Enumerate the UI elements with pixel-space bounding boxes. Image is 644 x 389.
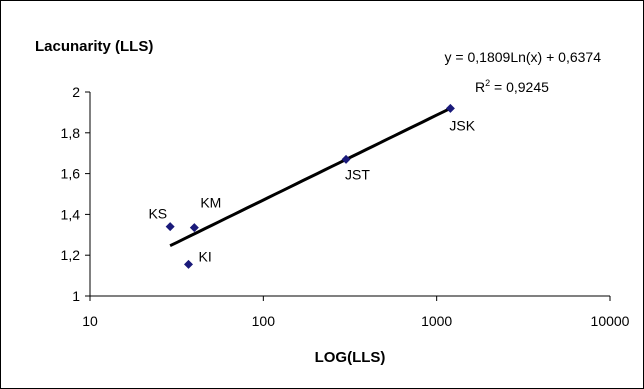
- data-point-ks: [165, 222, 175, 232]
- y-axis-ticks: 1 1,2 1,4 1,6 1,8 2: [61, 84, 90, 304]
- data-point-jsk: [445, 103, 455, 113]
- point-label-km: KM: [200, 195, 221, 211]
- r-squared-label: R2 = 0,9245: [475, 78, 549, 95]
- y-tick-label: 1,8: [61, 125, 81, 141]
- x-axis-title: LOG(LLS): [315, 349, 386, 366]
- y-tick-label: 1,4: [61, 206, 81, 222]
- r-squared-value: = 0,9245: [490, 79, 549, 95]
- x-tick-label: 10: [82, 313, 98, 329]
- trendline-equation: y = 0,1809Ln(x) + 0,6374: [445, 49, 602, 65]
- r-squared-prefix: R: [475, 79, 485, 95]
- data-point-jst: [341, 154, 351, 164]
- data-point-ki: [183, 259, 193, 269]
- x-tick-label: 10000: [591, 313, 630, 329]
- x-tick-label: 100: [252, 313, 276, 329]
- y-tick-label: 1: [72, 288, 80, 304]
- y-tick-label: 2: [72, 84, 80, 100]
- r-squared-exponent: 2: [485, 78, 490, 88]
- data-point-km: [189, 223, 199, 233]
- trendline-path: [169, 106, 452, 248]
- x-axis-ticks: 10 100 1000 10000: [82, 296, 630, 329]
- point-label-jst: JST: [345, 166, 370, 182]
- x-tick-label: 1000: [421, 313, 452, 329]
- point-label-ks: KS: [148, 206, 167, 222]
- y-axis-title: Lacunarity (LLS): [35, 38, 153, 55]
- trendline: [169, 106, 452, 248]
- data-points: KS KM KI JST JSK: [148, 103, 476, 269]
- y-tick-label: 1,2: [61, 247, 81, 263]
- point-label-ki: KI: [198, 248, 211, 264]
- point-label-jsk: JSK: [449, 117, 475, 133]
- y-tick-label: 1,6: [61, 166, 81, 182]
